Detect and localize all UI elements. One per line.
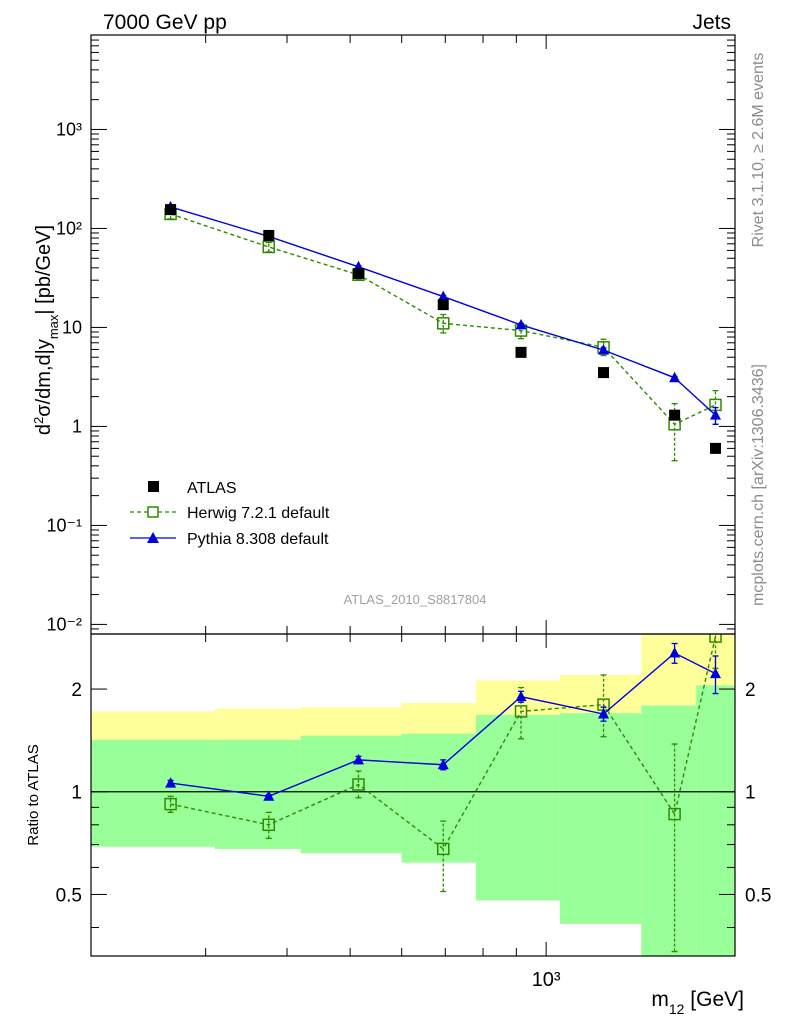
ratio-herwig-point [436, 842, 450, 856]
ratio-pythia-point [352, 753, 364, 765]
ratio-pythia-point [165, 777, 177, 788]
main-herwig-line [170, 213, 716, 426]
x-axis-label: m12 [GeV] [651, 988, 744, 1017]
ratio-herwig-point [514, 705, 528, 718]
ratio-y-tick-label: 1 [71, 783, 82, 804]
legend-atlas-label: ATLAS [187, 480, 237, 497]
legend-item-atlas: ATLAS [148, 480, 237, 497]
main-atlas-point [598, 367, 610, 379]
legend-pythia-marker [147, 532, 159, 543]
svg-text:d2σ/dm,d|ymax| [pb/GeV]: d2σ/dm,d|ymax| [pb/GeV] [31, 225, 61, 435]
collision-label: 7000 GeV pp [103, 11, 227, 34]
main-herwig-point [262, 240, 276, 254]
ratio-pythia-point [709, 667, 721, 679]
main-atlas-point [669, 409, 681, 421]
ratio-pythia-point [598, 708, 610, 719]
ratio-herwig-point [352, 778, 365, 791]
mcplots-label: mcplots.cern.ch [arXiv:1306.3436] [750, 364, 767, 606]
observable-label: Jets [692, 11, 731, 34]
main-panel-series [164, 200, 722, 462]
ratio-herwig-point [668, 807, 681, 821]
ratio-herwig-line [170, 636, 717, 850]
ratio-y-tick-label-right: 0.5 [745, 885, 771, 906]
main-atlas-point [709, 442, 721, 454]
main-pythia-point [598, 344, 610, 355]
ratio-uncertainty-bands [91, 634, 735, 956]
main-pythia-line [170, 206, 716, 416]
ratio-panel-series [164, 634, 722, 953]
ratio-band-inner [696, 685, 735, 956]
ratio-y-tick-label-right: 1 [745, 783, 756, 804]
ratio-herwig-point [262, 818, 276, 832]
main-pythia-point [709, 409, 721, 420]
ratio-band-inner [559, 713, 642, 924]
ratio-panel-frame [90, 633, 736, 957]
legend-pythia-label: Pythia 8.308 default [187, 531, 329, 548]
main-pythia-point [515, 318, 527, 330]
main-y-tick-label: 10 [62, 317, 82, 337]
ratio-band-inner [401, 733, 476, 863]
ratio-pythia-point [437, 758, 449, 770]
ratio-y-tick-label: 0.5 [56, 885, 82, 906]
main-atlas-point [165, 204, 177, 216]
main-atlas-point [352, 268, 364, 280]
ratio-band-inner [475, 714, 560, 901]
rivet-label: Rivet 3.1.10, ≥ 2.6M events [750, 53, 767, 248]
main-y-tick-label: 10⁻² [46, 614, 82, 634]
ratio-band-inner [300, 735, 402, 854]
main-y-tick-label: 10³ [56, 119, 82, 139]
main-atlas-point [263, 229, 275, 241]
legend-item-pythia: Pythia 8.308 default [130, 531, 329, 548]
ratio-pythia-point [669, 647, 681, 658]
main-y-tick-label: 10² [56, 218, 82, 238]
analysis-label: ATLAS_2010_S8817804 [344, 592, 487, 607]
ratio-y-tick-label: 2 [71, 680, 82, 701]
main-pythia-point [437, 290, 449, 302]
ratio-y-tick-label-right: 2 [745, 680, 756, 701]
main-herwig-point [436, 317, 450, 330]
legend-atlas-marker [148, 481, 159, 492]
ratio-band-inner [91, 739, 215, 847]
ratio-pythia-point [263, 790, 275, 801]
legend-item-herwig: Herwig 7.2.1 default [130, 505, 330, 522]
main-atlas-point [515, 346, 527, 358]
legend-herwig-label: Herwig 7.2.1 default [187, 505, 330, 522]
main-pythia-point [669, 371, 681, 383]
legend-herwig-marker [147, 506, 159, 518]
ratio-y-axis-label: Ratio to ATLAS [25, 744, 42, 845]
ratio-band-inner [641, 705, 697, 956]
main-atlas-point [437, 299, 449, 311]
legend: ATLAS Herwig 7.2.1 default Pythia 8.308 … [130, 480, 330, 548]
ratio-pythia-line [170, 652, 716, 797]
ratio-herwig-point [709, 634, 722, 643]
ratio-pythia-point [515, 690, 527, 702]
x-tick-label: 10³ [532, 969, 561, 991]
main-y-tick-label: 10⁻¹ [46, 515, 82, 535]
main-y-tick-label: 1 [72, 416, 82, 436]
main-y-axis-label: d2σ/dm,d|ymax| [pb/GeV] [31, 225, 61, 435]
axes-ticks: 10³ 10⁻² 10⁻¹ 1 10 10² 10³ 0.5 0.5 1 1 2 2 [46, 34, 771, 991]
ratio-herwig-point [164, 797, 177, 811]
